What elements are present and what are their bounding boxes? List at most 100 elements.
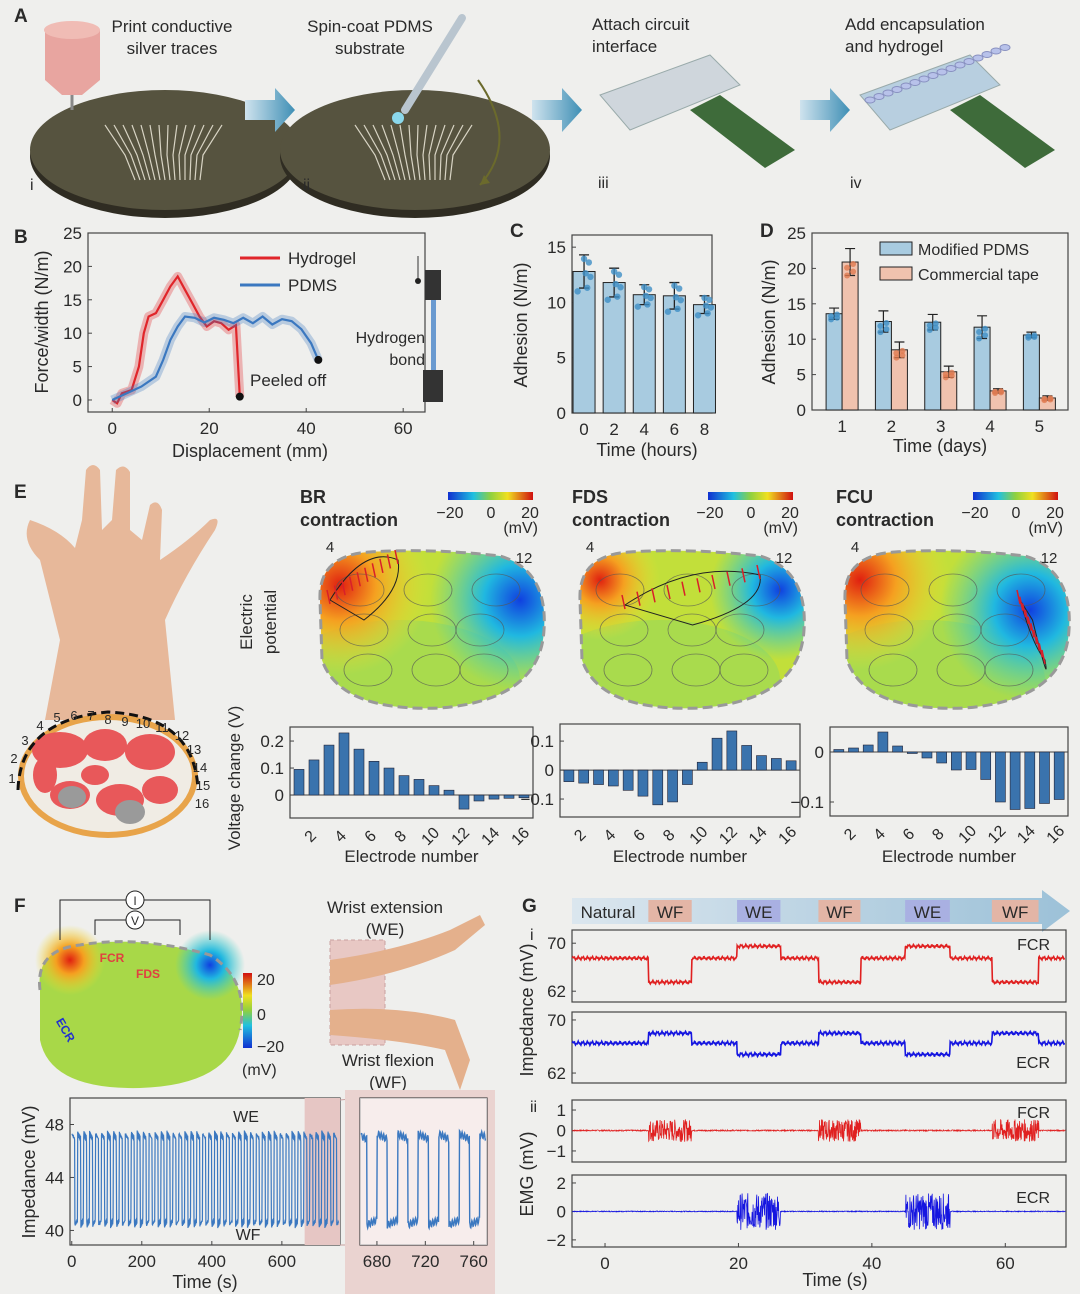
electrode-number: 14: [193, 760, 207, 775]
muscle: [125, 734, 175, 770]
nozzle-top: [44, 21, 100, 39]
hydrogel-pad: [981, 51, 993, 58]
data-point: [926, 322, 933, 329]
x-tick-label: 5: [1035, 417, 1044, 436]
data-point: [585, 259, 593, 266]
hydrogel-pad: [900, 82, 912, 90]
muscle-tag: FCR: [1017, 1105, 1050, 1122]
data-point: [976, 335, 983, 342]
bar: [353, 748, 365, 796]
x-tick-label: 6: [900, 826, 918, 844]
step-label: silver traces: [127, 39, 218, 58]
legend-label: PDMS: [288, 276, 337, 295]
pull-point: [415, 278, 421, 284]
hydrogel-pad: [936, 68, 948, 76]
electrode-number: 6: [70, 708, 77, 723]
silver-trace: [149, 124, 161, 181]
muscle-outline: [864, 613, 914, 647]
impedance-trace: [571, 942, 1065, 986]
task-block-wf: [648, 900, 692, 922]
y-tick-label: 0: [815, 743, 824, 762]
x-tick-label: 0: [108, 419, 117, 438]
y-tick-label: 25: [63, 224, 82, 243]
muscle-label: FDS: [136, 967, 160, 981]
data-point: [672, 294, 680, 301]
map-title: contraction: [572, 510, 670, 530]
peel-point: [314, 355, 323, 364]
bar: [622, 769, 634, 791]
legend-label: Hydrogel: [288, 249, 356, 268]
data-point: [1047, 395, 1054, 402]
step-number: iii: [598, 175, 609, 192]
current-arrow-icon: [756, 564, 761, 580]
silver-trace: [444, 124, 464, 181]
y-axis-label: EMG (mV): [517, 1132, 537, 1217]
clamp-top: [425, 270, 441, 300]
colorbar-tick: −20: [696, 505, 723, 522]
x-tick-label: 16: [509, 824, 534, 849]
data-point: [647, 294, 654, 302]
muscle-tag: ECR: [1016, 1055, 1050, 1072]
current-arrow-icon: [711, 574, 716, 590]
y-tick-label: 25: [787, 224, 806, 243]
data-point: [850, 260, 857, 267]
electrode-mark: 4: [326, 539, 334, 556]
y-tick-label: 5: [797, 366, 806, 385]
positive-region: [579, 550, 660, 640]
current-source-icon: [125, 890, 145, 910]
chart-e-2: −0.1 0 2 4 6 8 10 12 14 16: [790, 726, 1069, 847]
y-axis-label: Impedance (mV): [517, 943, 537, 1076]
bar: [338, 732, 350, 796]
flexible-electrode-array: [599, 54, 741, 131]
current-arrow-icon: [1016, 589, 1021, 605]
wrist-extension-photo: [330, 915, 485, 985]
current-arrow-icon: [636, 591, 641, 606]
x-axis-label: Time (hours): [596, 440, 697, 460]
electrode-number: 10: [136, 716, 150, 731]
positive-region: [35, 925, 105, 995]
muscle-label: FCR: [100, 951, 125, 965]
hydrogel-pad: [909, 79, 921, 86]
y-axis-label: Force/width (N/m): [32, 250, 52, 393]
x-tick-label: 12: [449, 824, 474, 849]
step-label: Spin-coat PDMS: [307, 17, 433, 36]
task-block-we: [737, 900, 781, 922]
data-point: [677, 296, 684, 304]
axes-frame: [571, 1011, 1067, 1084]
hydrogel-pad: [864, 96, 876, 104]
current-arrow-icon: [726, 571, 731, 586]
photo-label: (WE): [366, 920, 405, 939]
bar: [980, 751, 992, 780]
current-arrow-icon: [1041, 649, 1046, 665]
data-point: [584, 284, 591, 291]
x-tick-label: 8: [929, 826, 947, 844]
colorbar-unit: (mV): [503, 520, 538, 537]
muscle: [83, 729, 127, 761]
impedance-trace-zoom: [360, 1128, 487, 1231]
y-tick-label: 10: [547, 293, 566, 312]
data-point: [694, 312, 702, 319]
data-point: [610, 268, 618, 275]
chart-c: 0 5 10 15 0 2 4 6 8: [547, 234, 716, 439]
panel-letter: D: [760, 221, 774, 242]
hydrogel-pad: [945, 65, 957, 72]
data-point: [883, 326, 890, 333]
data-point: [926, 326, 933, 333]
series-line-hydrogel: [111, 274, 241, 405]
map-title: contraction: [836, 510, 934, 530]
y-tick-label: 0: [557, 1121, 566, 1140]
electrode-mark: 12: [516, 550, 533, 567]
silver-trace: [408, 124, 416, 181]
silver-trace: [363, 124, 391, 181]
y-tick-label: 70: [547, 1011, 566, 1030]
x-tick-label: 20: [729, 1254, 748, 1273]
muscle-outline: [663, 573, 713, 607]
data-point: [641, 283, 648, 291]
bar: [936, 751, 947, 764]
data-point: [664, 308, 672, 315]
colorbar-tick: 20: [781, 505, 799, 522]
x-tick-label: 2: [841, 826, 859, 844]
bar: [578, 769, 590, 784]
electrode-number: 1: [8, 771, 15, 786]
electrode-mark: 12: [1041, 550, 1058, 567]
